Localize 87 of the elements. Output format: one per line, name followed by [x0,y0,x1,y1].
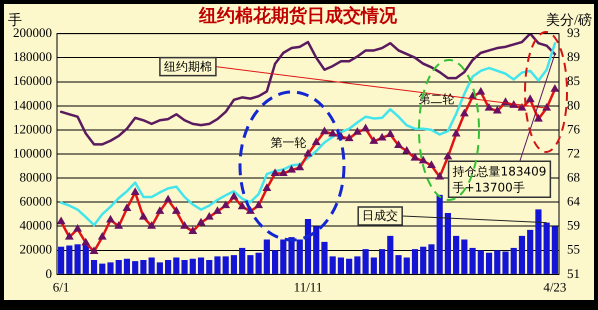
text: 纽约期棉 [164,59,212,74]
bar [173,258,180,274]
bar [428,244,435,274]
bar [370,258,377,274]
bar [387,236,394,274]
bar [444,212,451,274]
bar [247,255,254,274]
bar [395,255,402,274]
bar [338,258,344,274]
x-tick-label: 11/11 [294,280,322,295]
bar [190,258,196,274]
bar [214,256,221,274]
y2-tick-label: 80 [567,97,580,112]
chart-title: 纽约棉花期货日成交情况 [198,5,398,26]
bar [165,260,172,274]
bar [124,258,130,274]
y-tick-label: 60000 [20,194,52,209]
bar [552,226,558,274]
bar [412,249,418,274]
y2-tick-label: 51 [567,266,580,281]
y2-tick-label: 85 [567,73,580,88]
y-tick-label: 40000 [20,218,52,233]
bar [321,242,328,274]
bar [156,262,163,274]
bar [230,255,238,274]
bar [527,230,534,274]
bar [58,246,64,274]
y2-tick-label: 68 [567,170,580,184]
bar [470,248,476,274]
y2-tick-label: 89 [567,49,580,64]
bar [99,264,106,274]
bar [535,209,542,274]
y-tick-label: 140000 [13,97,52,112]
bar [66,246,72,274]
y-tick-label: 20000 [20,242,52,257]
bar [280,239,286,274]
bar [288,237,295,274]
bar [140,260,146,274]
y2-tick-label: 76 [567,121,580,136]
bar [272,250,278,274]
bar [354,256,360,274]
x-tick-label: 4/23 [543,280,566,295]
bar [478,250,484,274]
y-tick-label: 0 [46,266,52,281]
bar [346,258,352,274]
y-tick-label: 160000 [13,73,52,88]
bar [90,260,98,274]
bar [116,260,122,274]
bar [264,239,270,274]
bar [148,258,155,274]
bar [404,258,410,274]
x-tick-label: 6/1 [52,280,70,295]
bar [74,244,81,274]
bar [486,252,492,274]
y-tick-label: 100000 [13,145,52,160]
bar [453,236,460,274]
y2-tick-label: 64 [567,194,580,209]
bar [378,249,386,274]
y2-tick-label: 72 [567,145,580,160]
bar [313,226,320,274]
series-label: 日成交 [362,208,398,223]
y2-tick-label: 59 [567,218,580,233]
bar [198,258,204,274]
bar [107,262,114,274]
y-tick-label: 80000 [20,170,52,184]
bar [494,250,500,274]
y-tick-label: 180000 [13,49,52,64]
bar [436,194,443,274]
bar [304,219,312,274]
bar [239,248,246,274]
y2-tick-label: 55 [567,242,580,257]
bar [330,256,336,274]
bar [256,252,262,274]
bar [296,239,303,274]
y-tick-label: 120000 [13,121,52,136]
bar [181,260,188,274]
bar [518,236,526,274]
bar [420,246,426,274]
bar [461,239,468,274]
bar [362,249,369,274]
bar [222,256,229,274]
bar [502,252,509,274]
bar [206,260,212,274]
annotation: 第一轮 [270,135,306,150]
bar [544,222,550,274]
bar [132,261,138,274]
bar [510,248,517,274]
